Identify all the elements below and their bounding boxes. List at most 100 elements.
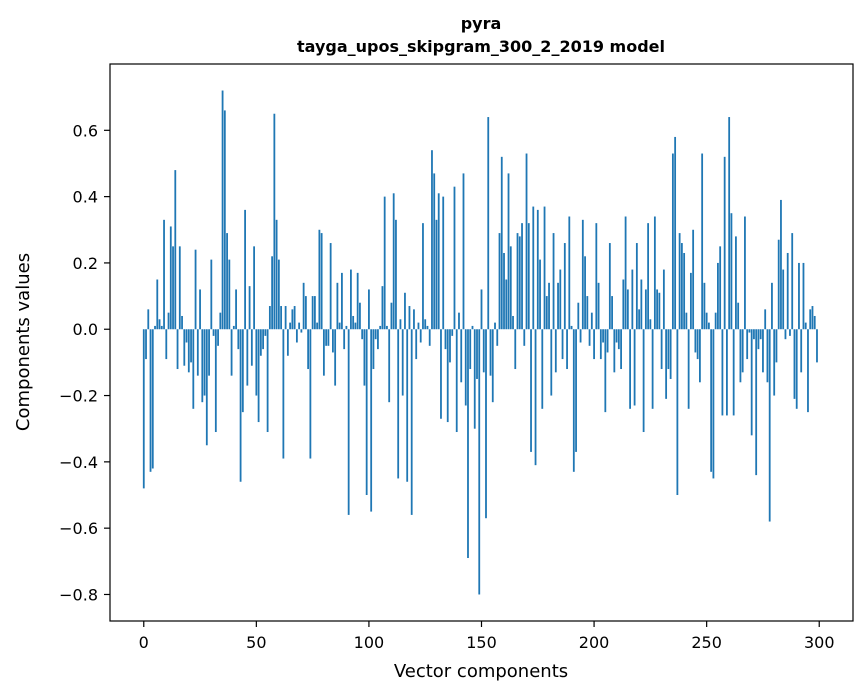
- x-axis-label: Vector components: [394, 661, 568, 682]
- bar-234: [669, 329, 672, 379]
- bar-186: [561, 329, 564, 360]
- bar-175: [536, 209, 539, 330]
- bar-110: [390, 302, 393, 330]
- bar-49: [253, 246, 255, 330]
- bar-50: [255, 329, 258, 396]
- bar-101: [370, 329, 373, 512]
- bar-248: [701, 153, 704, 330]
- bar-151: [482, 329, 485, 373]
- bar-118: [408, 306, 411, 330]
- bar-90: [345, 325, 348, 330]
- bar-9: [163, 219, 165, 330]
- bar-86: [336, 282, 339, 330]
- bar-79: [320, 233, 323, 330]
- bar-153: [487, 117, 490, 330]
- bar-121: [415, 329, 418, 360]
- bar-257: [721, 329, 724, 416]
- bar-219: [635, 243, 638, 330]
- bar-204: [602, 329, 604, 343]
- y-tick-label: 0.6: [73, 121, 98, 140]
- bar-59: [275, 219, 278, 330]
- bar-154: [489, 329, 492, 376]
- bar-283: [780, 199, 782, 330]
- bar-174: [534, 329, 537, 466]
- bar-152: [485, 329, 487, 519]
- bar-18: [183, 329, 186, 366]
- bar-140: [458, 312, 460, 330]
- bar-289: [793, 329, 796, 399]
- bar-14: [174, 170, 177, 330]
- bar-113: [397, 329, 400, 479]
- bar-156: [494, 322, 496, 330]
- bar-66: [291, 309, 294, 330]
- bar-16: [178, 246, 181, 330]
- bar-209: [613, 329, 616, 373]
- bar-271: [753, 329, 755, 340]
- bar-130: [435, 219, 438, 330]
- bar-187: [563, 243, 566, 330]
- bar-123: [419, 329, 422, 343]
- bar-217: [631, 269, 634, 330]
- bar-240: [683, 252, 686, 330]
- x-tick-label: 150: [466, 633, 497, 652]
- bar-27: [203, 329, 206, 396]
- bar-244: [692, 229, 695, 330]
- bar-195: [581, 219, 584, 330]
- bar-292: [800, 329, 803, 373]
- bar-39: [230, 329, 233, 376]
- bar-72: [304, 296, 307, 330]
- bar-225: [649, 319, 652, 330]
- bar-32: [214, 329, 217, 433]
- bar-189: [568, 216, 571, 330]
- bar-276: [764, 309, 767, 330]
- bar-64: [286, 329, 289, 356]
- bar-159: [500, 156, 503, 330]
- bar-239: [680, 243, 683, 330]
- bar-224: [647, 223, 650, 330]
- y-tick-label: 0.2: [73, 254, 98, 273]
- bar-188: [566, 329, 568, 370]
- bar-81: [325, 329, 328, 346]
- bar-145: [469, 329, 472, 370]
- bar-200: [593, 329, 595, 360]
- bar-218: [633, 329, 636, 406]
- bar-295: [807, 329, 809, 413]
- bar-279: [771, 282, 773, 330]
- bar-82: [327, 329, 330, 346]
- bar-17: [181, 315, 183, 330]
- bar-277: [766, 329, 769, 383]
- bar-142: [462, 173, 465, 330]
- bar-274: [759, 329, 762, 340]
- x-tick-label: 0: [139, 633, 149, 652]
- bars-group: [142, 90, 818, 595]
- bar-22: [192, 329, 195, 409]
- bar-43: [239, 329, 242, 482]
- bar-177: [541, 329, 544, 409]
- bar-168: [521, 223, 523, 330]
- bar-273: [757, 329, 760, 350]
- bar-242: [687, 329, 690, 409]
- bar-75: [311, 296, 314, 330]
- bar-120: [413, 309, 415, 330]
- bar-107: [383, 196, 386, 330]
- bar-99: [365, 329, 368, 496]
- bar-30: [210, 259, 213, 330]
- bar-202: [597, 282, 600, 330]
- bar-124: [422, 223, 424, 330]
- bar-235: [671, 153, 674, 330]
- bar-112: [395, 219, 397, 330]
- bar-220: [638, 309, 641, 330]
- bar-19: [185, 329, 188, 343]
- bar-260: [728, 117, 731, 330]
- bar-161: [505, 279, 508, 330]
- bar-55: [266, 329, 269, 433]
- bar-163: [509, 246, 512, 330]
- bar-111: [392, 193, 395, 330]
- bar-46: [246, 329, 249, 386]
- bar-93: [352, 315, 355, 330]
- bar-294: [804, 322, 807, 330]
- bar-164: [512, 315, 514, 330]
- bar-158: [498, 233, 501, 330]
- bar-119: [410, 329, 413, 515]
- bar-199: [590, 312, 593, 330]
